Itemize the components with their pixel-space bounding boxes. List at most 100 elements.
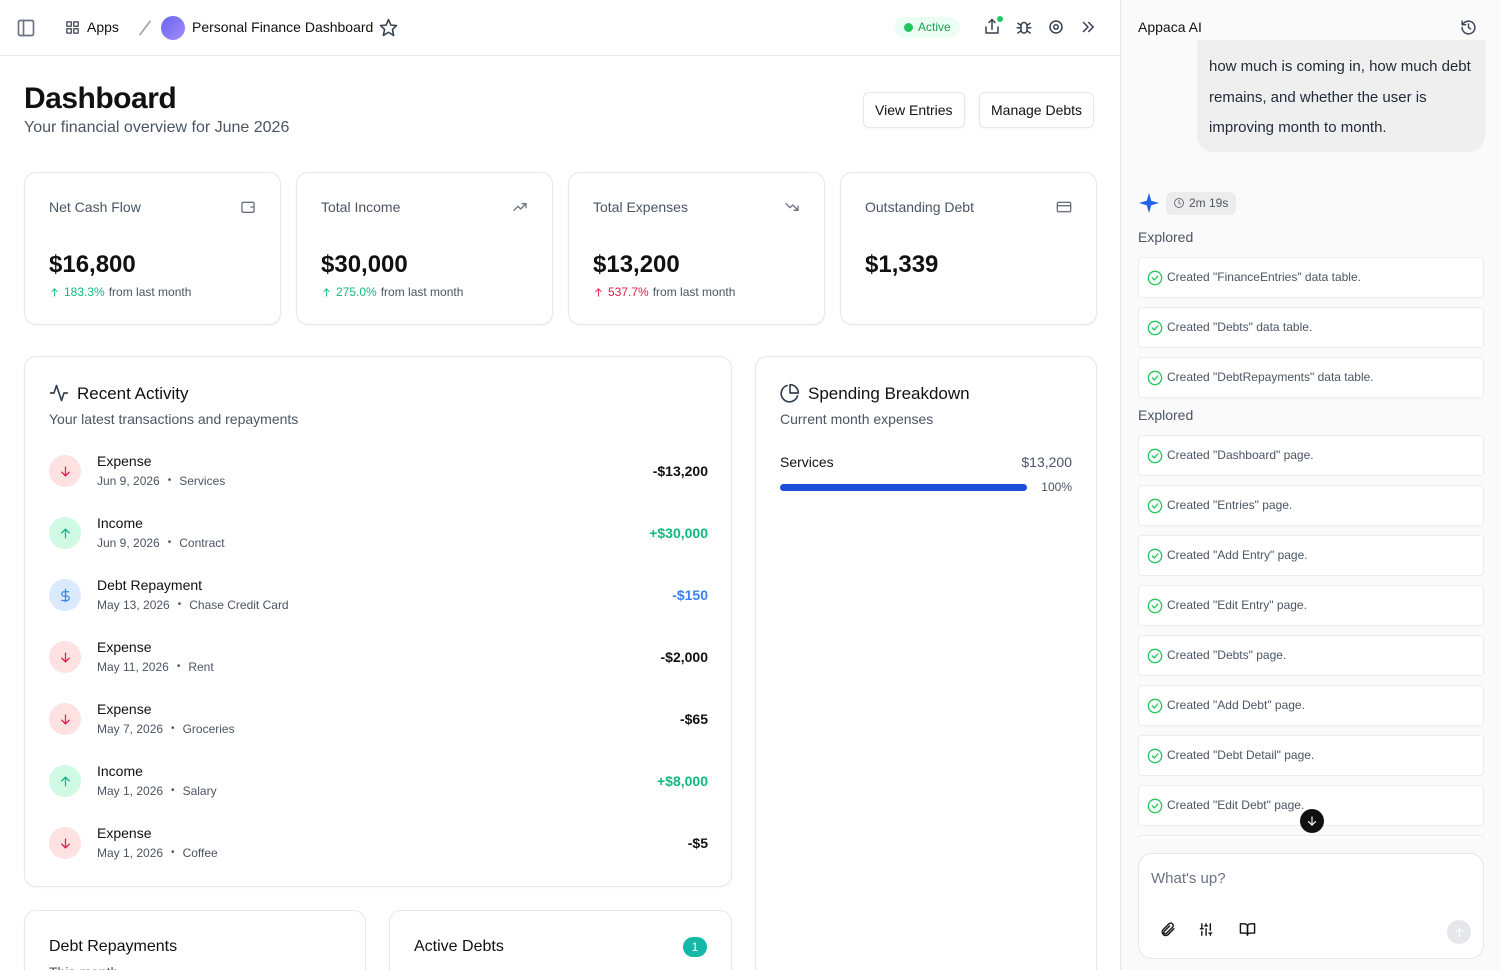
icon-part <box>323 287 330 297</box>
step-text: Created "Entries" page. <box>1167 498 1293 512</box>
debt-repayments-card: Debt Repayments This month <box>24 910 366 970</box>
stat-change: 275.0% from last month <box>321 285 463 299</box>
tools-button[interactable] <box>1199 921 1216 938</box>
step-text: Created "Edit Debt" page. <box>1167 798 1305 812</box>
project-name: Personal Finance Dashboard <box>192 19 374 35</box>
debug-button[interactable] <box>1015 18 1033 36</box>
icon-part <box>1151 803 1159 809</box>
icon-part <box>73 28 79 34</box>
activity-date: May 1, 2026 <box>97 846 164 860</box>
icon-part <box>66 21 72 27</box>
icon-part <box>1151 453 1159 459</box>
icon-part <box>1161 922 1175 937</box>
activity-meta: May 11, 2026 • Rent <box>97 660 214 674</box>
settings-button[interactable] <box>1047 18 1065 36</box>
icon-part <box>1049 20 1063 34</box>
icon-part <box>1147 270 1163 286</box>
icon-part <box>49 384 69 402</box>
view-entries-button[interactable]: View Entries <box>863 92 965 128</box>
icon-part <box>1147 748 1163 764</box>
icon-part <box>1161 922 1175 937</box>
stat-value: $13,200 <box>593 251 680 278</box>
step-item: Created "Debt Detail" page. <box>1138 735 1484 776</box>
icon-part <box>1049 20 1063 34</box>
card-title: Debt Repayments <box>49 938 178 955</box>
activity-type-icon <box>49 703 81 735</box>
icon-part <box>60 652 70 662</box>
icon-part <box>1056 201 1072 213</box>
check-icon <box>1147 598 1163 614</box>
favorite[interactable] <box>379 18 398 37</box>
step-text: Created "Edit Entry" page. <box>1167 598 1307 612</box>
icon-part <box>1138 192 1160 214</box>
activity-amount: -$5 <box>687 835 708 851</box>
count-badge: 1 <box>683 937 707 957</box>
manage-debts-button[interactable]: Manage Debts <box>979 92 1095 128</box>
send-button[interactable] <box>1447 920 1471 944</box>
icon-part <box>1461 20 1476 35</box>
meta-dot: • <box>167 475 172 486</box>
icon-part <box>1151 703 1159 709</box>
icon-part <box>60 590 70 601</box>
icon-part <box>60 528 70 538</box>
card-subtitle: Your latest transactions and repayments <box>49 411 299 427</box>
group-label: Explored <box>1138 407 1194 423</box>
activity-amount: +$8,000 <box>657 773 708 789</box>
step-text: Created "Debts" page. <box>1167 648 1287 662</box>
change-text: from last month <box>652 285 736 299</box>
share-button[interactable] <box>983 18 1001 36</box>
meta-dot: • <box>176 661 181 672</box>
stat-value: $1,339 <box>865 251 939 278</box>
step-text: Created "Add Debt" page. <box>1167 698 1305 712</box>
check-icon <box>1147 698 1163 714</box>
step-text: Created "Dashboard" page. <box>1167 448 1314 462</box>
activity-category: Chase Credit Card <box>189 598 289 612</box>
change-text: from last month <box>380 285 464 299</box>
stat-value: $16,800 <box>49 251 136 278</box>
icon-part <box>1147 498 1163 514</box>
apps-link[interactable]: Apps <box>87 19 119 35</box>
top-bar: Apps Personal Finance Dashboard Active <box>0 0 1120 56</box>
icon-part <box>1147 698 1163 714</box>
step-item: Created "Dashboard" page. <box>1138 435 1484 476</box>
activity-date: May 1, 2026 <box>97 784 164 798</box>
timer-chip: 2m 19s <box>1166 192 1237 215</box>
icon-part <box>1151 375 1159 381</box>
active-debts-card: Active Debts 1 <box>389 910 732 970</box>
check-icon <box>1147 748 1163 764</box>
collapse-button[interactable] <box>1079 18 1097 36</box>
meta-dot: • <box>171 847 175 858</box>
card-title: Recent Activity <box>77 384 189 403</box>
docs-button[interactable] <box>1239 921 1256 938</box>
icon-part <box>1020 21 1028 34</box>
icon-part <box>1053 24 1059 30</box>
icon-part <box>1147 548 1163 564</box>
stat-icon <box>240 199 256 215</box>
history-button[interactable] <box>1460 19 1477 36</box>
card-title: Active Debts <box>414 938 504 955</box>
scroll-down-button[interactable] <box>1300 809 1324 833</box>
activity-type-icon <box>49 455 81 487</box>
icon-part <box>1147 698 1163 714</box>
chat-input[interactable]: What's up? <box>1138 853 1484 959</box>
icon-part <box>49 384 69 402</box>
recent-activity-card: Recent Activity Your latest transactions … <box>24 356 732 887</box>
icon-part <box>1239 923 1256 936</box>
activity-category: Contract <box>179 536 225 550</box>
activity-category: Rent <box>188 660 214 674</box>
activity-type-icon <box>49 765 81 797</box>
icon-part <box>1147 798 1163 814</box>
icon-part <box>1147 448 1163 464</box>
stat-card: Total Income $30,000 275.0% from last month <box>296 172 553 325</box>
activity-type-icon <box>49 641 81 673</box>
activity-type: Income <box>97 763 143 779</box>
input-placeholder: What's up? <box>1151 870 1226 887</box>
sidebar-toggle[interactable] <box>16 18 36 38</box>
icon-part <box>1147 320 1163 336</box>
activity-row: Expense May 7, 2026 • Groceries -$65 <box>49 701 708 737</box>
icon-part <box>323 287 330 292</box>
icon-part <box>60 588 70 602</box>
activity-type-icon <box>49 579 81 611</box>
attach-button[interactable] <box>1159 921 1176 938</box>
change-percent: 275.0% <box>336 285 377 299</box>
